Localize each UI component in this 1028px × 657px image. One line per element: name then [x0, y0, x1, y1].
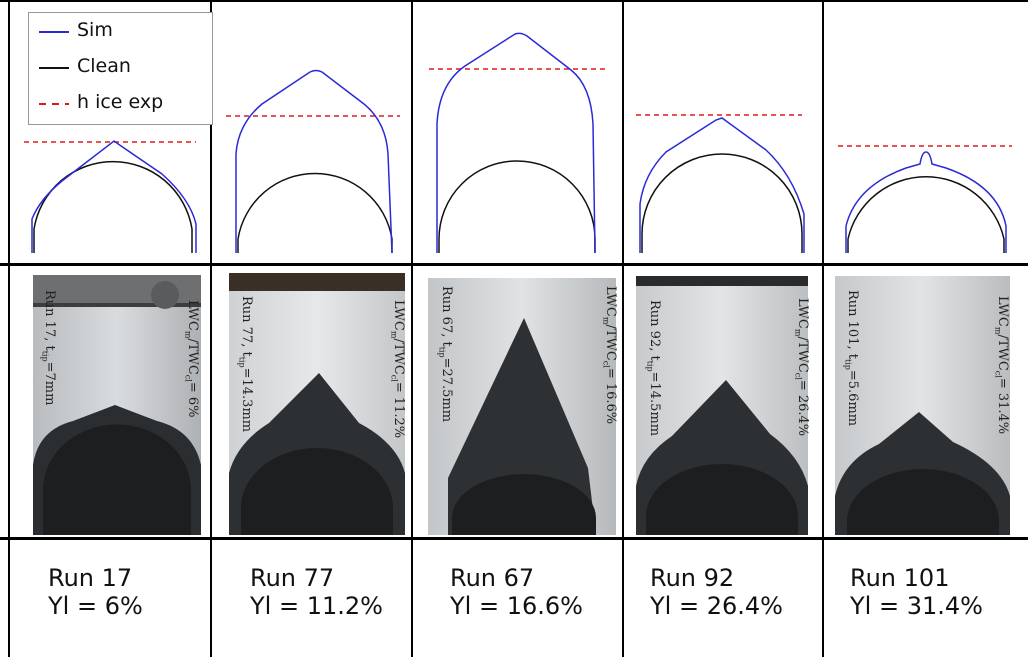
yl-label: Yl = 6%	[48, 592, 143, 620]
photo-label-left-run-77: Run 77, ttip=14.3mm	[237, 296, 254, 433]
column-divider	[622, 0, 624, 657]
sim-plot-run-101	[826, 4, 1026, 261]
caption-run-92: Run 92 Yl = 26.4%	[650, 564, 783, 620]
clean-profile	[33, 160, 193, 253]
photo-label-left-run-92: Run 92, ttip=14.5mm	[645, 300, 662, 437]
photo-label-left-run-17: Run 17, ttip=7mm	[40, 290, 57, 406]
yl-label: Yl = 16.6%	[450, 592, 583, 620]
legend-label: Sim	[77, 19, 113, 41]
experiment-photo-run-92	[636, 276, 808, 535]
photo-label-right-run-17: LWCm/TWCcl= 6%	[183, 300, 200, 418]
caption-run-77: Run 77 Yl = 11.2%	[250, 564, 383, 620]
legend-item-clean: Clean	[29, 53, 214, 83]
caption-run-101: Run 101 Yl = 31.4%	[850, 564, 983, 620]
sim-plot-run-92	[626, 4, 820, 261]
legend-item-sim: Sim	[29, 17, 214, 47]
photo-label-left-run-101: Run 101, ttip=5.6mm	[843, 290, 860, 427]
experiment-photo-run-77	[229, 273, 405, 535]
row-divider	[0, 537, 1028, 540]
caption-run-67: Run 67 Yl = 16.6%	[450, 564, 583, 620]
legend-item-hice: h ice exp	[29, 89, 214, 119]
run-label: Run 92	[650, 564, 735, 592]
experiment-photo-run-101	[835, 276, 1010, 535]
row-divider	[0, 263, 1028, 266]
table-border-left	[8, 0, 10, 657]
photo-label-right-run-67: LWCm/TWCcl= 16.6%	[601, 286, 618, 425]
yl-label: Yl = 26.4%	[650, 592, 783, 620]
column-divider	[822, 0, 824, 657]
sim-plot-run-17: Sim Clean h ice exp	[12, 4, 213, 261]
experiment-photo-run-67	[428, 278, 616, 535]
table-border-top	[0, 0, 1028, 2]
run-label: Run 17	[48, 564, 133, 592]
column-divider	[411, 0, 413, 657]
photo-label-left-run-67: Run 67, ttip=27.5mm	[437, 286, 454, 423]
legend-label: h ice exp	[77, 91, 164, 113]
sim-plot-run-77	[214, 4, 409, 261]
yl-label: Yl = 11.2%	[250, 592, 383, 620]
photo-label-right-run-92: LWCm/TWCcl= 26.4%	[793, 298, 810, 437]
legend-label: Clean	[77, 55, 131, 77]
yl-label: Yl = 31.4%	[850, 592, 983, 620]
sim-profile	[31, 140, 197, 253]
caption-run-17: Run 17 Yl = 6%	[48, 564, 143, 620]
run-label: Run 101	[850, 564, 950, 592]
sim-plot-run-67	[415, 4, 620, 261]
column-divider	[210, 0, 212, 657]
experiment-photo-run-17	[33, 275, 201, 535]
legend: Sim Clean h ice exp	[28, 12, 213, 125]
run-label: Run 77	[250, 564, 335, 592]
photo-label-right-run-77: LWCm/TWCcl= 11.2%	[389, 300, 406, 439]
run-label: Run 67	[450, 564, 535, 592]
photo-label-right-run-101: LWCm/TWCcl= 31.4%	[993, 296, 1010, 435]
